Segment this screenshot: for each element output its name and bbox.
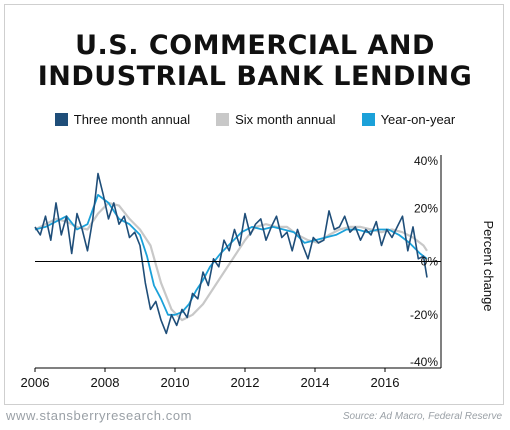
legend-label-six-month: Six month annual <box>235 112 336 127</box>
series-layer <box>34 172 428 335</box>
footer-source: Source: Ad Macro, Federal Reserve <box>342 411 502 422</box>
x-ticks: 2006 2008 2010 2012 2014 2016 <box>21 368 400 390</box>
x-tick-label: 2012 <box>231 375 260 390</box>
y-tick-label: -20% <box>410 308 438 322</box>
series-line-six-month-annual <box>34 201 428 322</box>
x-tick-label: 2010 <box>161 375 190 390</box>
legend-item-six-month: Six month annual <box>216 112 336 127</box>
legend-swatch-six-month <box>216 113 230 126</box>
series-line-three-month-annual <box>34 172 428 335</box>
y-tick-label: 40% <box>414 154 438 168</box>
legend-label-three-month: Three month annual <box>73 112 191 127</box>
x-tick-label: 2008 <box>91 375 120 390</box>
legend-swatch-year-on-year <box>361 113 375 126</box>
footer-website: www.stansberryresearch.com <box>6 408 193 423</box>
x-tick-label: 2006 <box>21 375 50 390</box>
chart-frame <box>4 4 504 405</box>
legend-item-three-month: Three month annual <box>54 112 191 127</box>
y-tick-label: 0% <box>421 255 439 269</box>
y-tick-label: 20% <box>414 201 438 215</box>
x-tick-label: 2016 <box>371 375 400 390</box>
legend-item-year-on-year: Year-on-year <box>361 112 456 127</box>
legend-swatch-three-month <box>54 113 68 126</box>
y-tick-label: -40% <box>410 355 438 369</box>
legend: Three month annual Six month annual Year… <box>0 112 510 127</box>
chart-title-line-2: INDUSTRIAL BANK LENDING <box>37 61 473 92</box>
y-axis-label: Percent change <box>481 220 496 311</box>
legend-label-year-on-year: Year-on-year <box>380 112 456 127</box>
x-tick-label: 2014 <box>301 375 330 390</box>
y-ticks: 40% 20% 0% -20% -40% <box>410 154 438 369</box>
chart-title-line-1: U.S. COMMERCIAL AND <box>75 30 435 61</box>
